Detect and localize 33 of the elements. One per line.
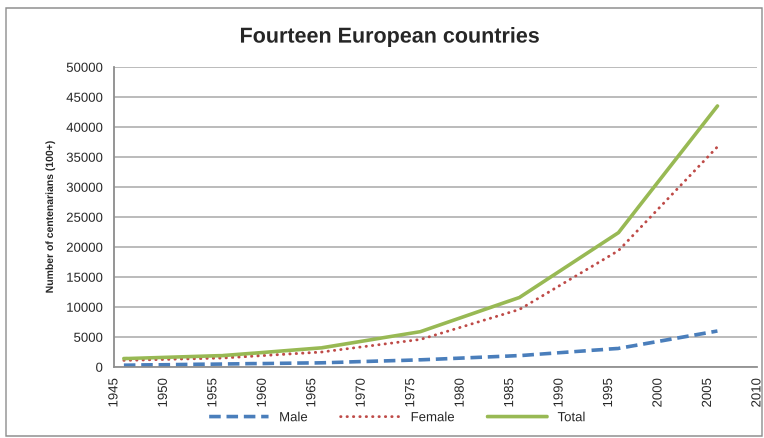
x-tick-label: 1975 [404, 378, 414, 406]
line-series [122, 145, 719, 362]
y-tick-label: 45000 [66, 92, 102, 102]
y-tick-label: 40000 [66, 122, 102, 132]
x-tick-label: 1965 [306, 378, 316, 406]
x-tick-label: 1995 [602, 378, 612, 406]
legend-label: Male [280, 412, 308, 422]
y-tick-label: 30000 [66, 182, 102, 192]
legend-label: Female [412, 412, 454, 422]
x-tick-label: 1985 [504, 378, 514, 406]
y-tick-label: 5000 [74, 332, 102, 342]
line-series [122, 104, 720, 360]
x-tick-label: 2010 [751, 378, 761, 407]
legend-label: Total [558, 412, 585, 422]
y-tick-label: 50000 [66, 62, 102, 72]
y-tick-label: 10000 [67, 302, 102, 312]
x-tick-label: 1980 [454, 378, 464, 406]
y-tick-label: 25000 [66, 212, 102, 222]
x-tick-label: 2005 [702, 378, 712, 407]
y-tick-label: 0 [96, 362, 102, 372]
y-axis-title: Number of centenarians (100+) [45, 141, 56, 293]
chart-title: Fourteen European countries [240, 26, 539, 48]
x-tick-label: 1970 [356, 378, 365, 406]
x-tick-label: 1990 [553, 378, 563, 406]
x-tick-label: 2000 [652, 378, 662, 407]
x-tick-label: 1955 [207, 378, 216, 406]
x-tick-label: 1960 [256, 378, 266, 406]
y-tick-label: 15000 [67, 272, 102, 282]
x-tick-label: 1945 [108, 378, 118, 406]
x-tick-label: 1950 [158, 378, 168, 406]
y-tick-label: 35000 [66, 152, 102, 162]
line-series [122, 329, 720, 367]
y-tick-label: 20000 [66, 242, 102, 252]
